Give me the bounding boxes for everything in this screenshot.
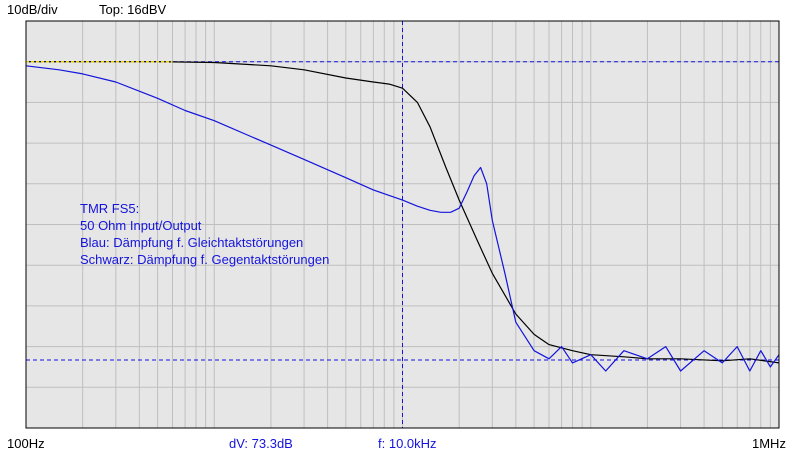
annotation-black-legend: Schwarz: Dämpfung f. Gegentaktstörungen (80, 252, 330, 267)
x-max-label: 1MHz (752, 436, 786, 451)
plot-border (25, 20, 780, 429)
annotation-blue-legend: Blau: Dämpfung f. Gleichtaktstörungen (80, 235, 304, 250)
top-level-label: Top: 16dBV (99, 2, 167, 17)
annotation-block: TMR FS5: 50 Ohm Input/Output Blau: Dämpf… (80, 200, 329, 268)
blue-trace (25, 65, 780, 372)
annotation-title: TMR FS5: (80, 201, 140, 216)
black-trace (26, 61, 780, 364)
delta-v-readout: dV: 73.3dB (229, 436, 293, 451)
scale-label: 10dB/div (7, 2, 58, 17)
cursors (26, 21, 779, 428)
annotation-impedance: 50 Ohm Input/Output (80, 218, 202, 233)
traces (25, 60, 780, 372)
cursor-frequency-readout: f: 10.0kHz (378, 436, 437, 451)
x-min-label: 100Hz (7, 436, 45, 451)
